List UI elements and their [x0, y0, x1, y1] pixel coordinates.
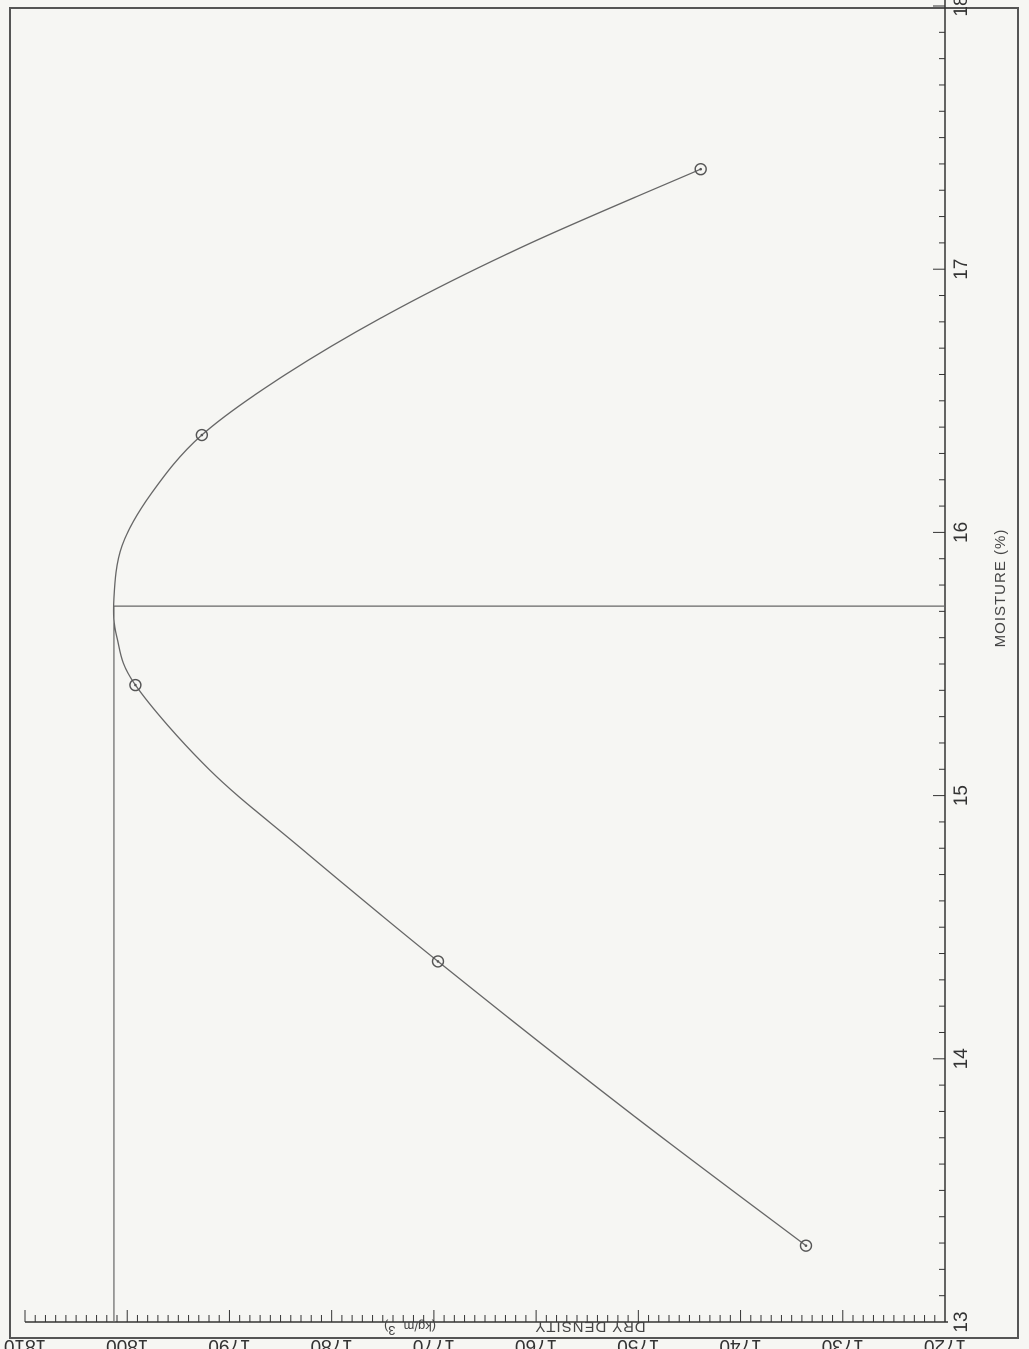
axis-ticks	[24, 5, 946, 1323]
moisture-tick-label: 17	[951, 259, 972, 280]
x-axis-title: MOISTURE (%)	[992, 529, 1009, 648]
data-point-center	[200, 433, 204, 437]
density-tick-label: 1750	[617, 1335, 659, 1349]
density-tick-label: 1770	[413, 1335, 455, 1349]
moisture-tick-label: 14	[951, 1048, 972, 1070]
density-tick-label: 1760	[515, 1335, 557, 1349]
data-point-center	[134, 683, 137, 687]
data-point	[431, 955, 445, 968]
y-axis-title: DRY DENSITY	[534, 1318, 645, 1335]
moisture-tick-label: 13	[951, 1311, 972, 1332]
data-series	[112, 162, 945, 1322]
density-tick-label: 1720	[924, 1335, 966, 1349]
density-tick-label: 1800	[106, 1335, 148, 1349]
density-tick-label: 1780	[311, 1335, 353, 1349]
page-border	[9, 7, 1019, 1339]
data-point-center	[804, 1244, 808, 1247]
y-axis-units-close: )	[384, 1319, 388, 1334]
density-tick-label: 1740	[719, 1335, 761, 1349]
data-point-center	[699, 167, 702, 171]
moisture-tick-label: 16	[951, 522, 972, 543]
moisture-tick-label: 18	[951, 0, 972, 17]
data-point-center	[436, 960, 440, 963]
density-tick-label: 1810	[4, 1335, 46, 1349]
density-tick-label: 1730	[822, 1335, 864, 1349]
density-tick-label: 1790	[208, 1335, 250, 1349]
y-axis-units-base: (kg/m	[404, 1319, 437, 1334]
compaction-curve	[112, 168, 807, 1247]
y-axis-units: (kg/m 3)	[384, 1319, 436, 1338]
data-point	[799, 1239, 813, 1252]
data-point	[129, 678, 142, 692]
y-axis-units-exponent: 3	[388, 1323, 395, 1338]
moisture-tick-label: 15	[951, 785, 972, 806]
data-point	[694, 162, 707, 176]
plot-area	[25, 0, 948, 1323]
tick-labels: 1720 1730 1740 1750 1760 1770 1780 1790 1800 1810…	[4, 0, 972, 1349]
data-point	[195, 428, 209, 442]
